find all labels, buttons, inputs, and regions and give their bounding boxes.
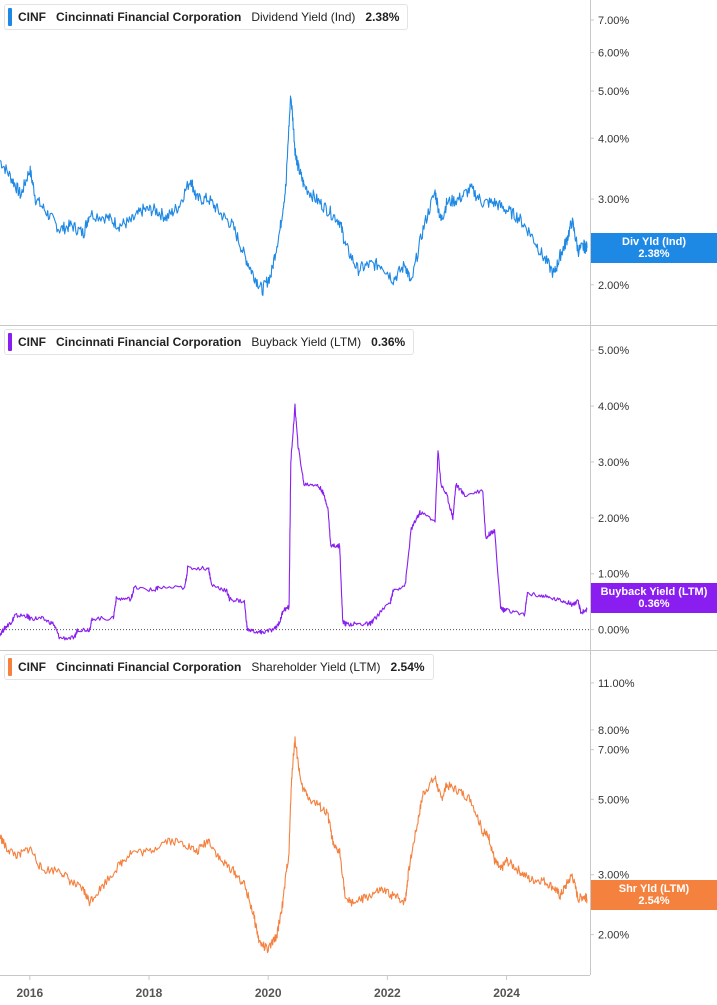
ticker-label: CINF [18, 660, 46, 674]
y-tick-label: 4.00% [598, 133, 629, 145]
series-color-swatch [8, 658, 12, 676]
metric-value: 2.38% [365, 10, 400, 24]
x-tick-label: 2016 [16, 986, 43, 1000]
badge-label: Shr Yld (LTM) [618, 883, 690, 895]
y-tick-label: 5.00% [598, 345, 629, 357]
y-tick-label: 7.00% [598, 15, 629, 27]
y-tick-label: 4.00% [598, 401, 629, 413]
series-line [0, 95, 588, 296]
y-tick-label: 6.00% [598, 48, 629, 60]
y-tick-label: 3.00% [598, 194, 629, 206]
y-tick-label: 0.00% [598, 625, 629, 637]
series-line [0, 403, 588, 641]
badge-value: 2.54% [638, 895, 670, 907]
legend-dividend-yield: CINF Cincinnati Financial Corporation Di… [4, 4, 409, 30]
x-tick-label: 2022 [374, 986, 401, 1000]
x-tick-label: 2018 [136, 986, 163, 1000]
company-name: Cincinnati Financial Corporation [56, 660, 242, 674]
metric-value: 0.36% [371, 335, 406, 349]
y-tick-label: 8.00% [598, 725, 629, 737]
ticker-label: CINF [18, 335, 46, 349]
series-color-swatch [8, 8, 12, 26]
badge-label: Div Yld (Ind) [622, 236, 686, 248]
company-name: Cincinnati Financial Corporation [56, 10, 242, 24]
metric-name: Shareholder Yield (LTM) [251, 660, 381, 674]
series-color-swatch [8, 333, 12, 351]
badge-value: 0.36% [638, 598, 670, 610]
metric-value: 2.54% [390, 660, 425, 674]
y-tick-label: 5.00% [598, 794, 629, 806]
metric-name: Dividend Yield (Ind) [251, 10, 356, 24]
last-value-badge-shareholder: Shr Yld (LTM) 2.54% [591, 880, 717, 910]
y-tick-label: 2.00% [598, 280, 629, 292]
y-tick-label: 11.00% [598, 678, 635, 690]
metric-name: Buyback Yield (LTM) [251, 335, 362, 349]
y-tick-label: 3.00% [598, 457, 629, 469]
x-tick-label: 2024 [493, 986, 520, 1000]
legend-buyback-yield: CINF Cincinnati Financial Corporation Bu… [4, 329, 415, 355]
y-tick-label: 5.00% [598, 86, 629, 98]
y-tick-label: 2.00% [598, 930, 629, 942]
badge-label: Buyback Yield (LTM) [600, 586, 708, 598]
y-tick-label: 7.00% [598, 745, 629, 757]
y-tick-label: 3.00% [598, 870, 629, 882]
badge-value: 2.38% [638, 248, 670, 260]
series-line [0, 736, 588, 954]
last-value-badge-buyback: Buyback Yield (LTM) 0.36% [591, 583, 717, 613]
company-name: Cincinnati Financial Corporation [56, 335, 242, 349]
y-tick-label: 2.00% [598, 513, 629, 525]
x-tick-label: 2020 [255, 986, 282, 1000]
y-tick-label: 1.00% [598, 569, 629, 581]
legend-shareholder-yield: CINF Cincinnati Financial Corporation Sh… [4, 654, 434, 680]
ticker-label: CINF [18, 10, 46, 24]
last-value-badge-dividend: Div Yld (Ind) 2.38% [591, 233, 717, 263]
